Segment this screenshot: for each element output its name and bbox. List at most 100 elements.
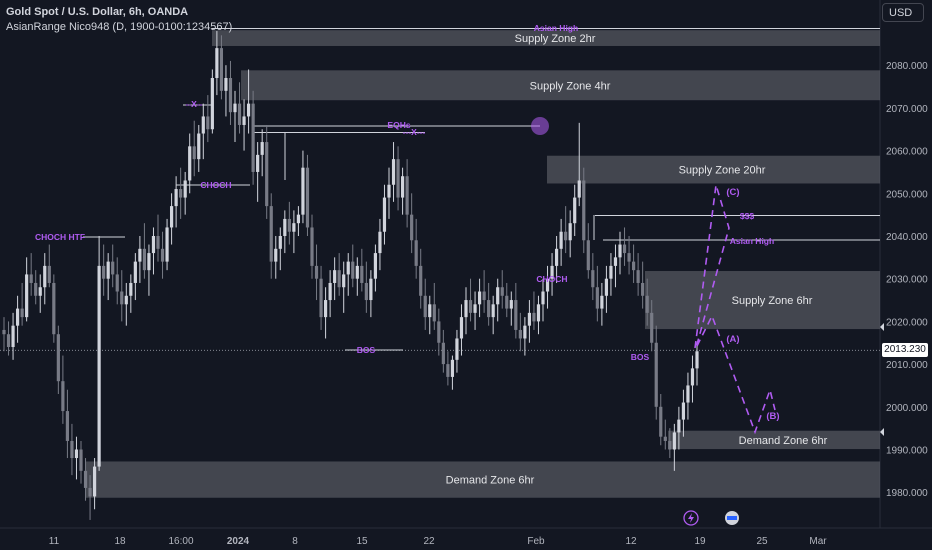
- candle-body: [124, 295, 128, 305]
- candle-body: [210, 78, 214, 130]
- y-tick-label: 2060.000: [886, 147, 928, 158]
- candle-body: [541, 291, 545, 305]
- y-tick-label: 2030.000: [886, 275, 928, 286]
- candle-body: [319, 278, 323, 318]
- candle-body: [536, 304, 541, 322]
- candle-body: [591, 270, 595, 288]
- candle-body: [97, 265, 101, 467]
- x-tick-label: 25: [756, 536, 768, 547]
- candle-body: [568, 223, 572, 241]
- candle-body: [70, 440, 74, 459]
- candle-body: [102, 265, 106, 279]
- zone-arrow-icon: [880, 323, 884, 331]
- candle-body: [405, 176, 409, 215]
- x-tick-label: 19: [694, 536, 706, 547]
- indicator-label[interactable]: AsianRange Nico948 (D, 1900-0100:1234567…: [6, 21, 233, 33]
- x-tick-label: 8: [292, 536, 298, 547]
- candle-body: [56, 334, 60, 382]
- candle-body: [333, 270, 337, 283]
- candle-body: [600, 295, 604, 309]
- candle-body: [20, 308, 24, 318]
- candle-body: [514, 300, 518, 330]
- candle-body: [34, 282, 38, 296]
- candle-body: [645, 295, 649, 313]
- candle-body: [382, 197, 387, 232]
- candle-body: [52, 282, 56, 335]
- candle-body: [179, 189, 183, 198]
- zone-box: [212, 30, 880, 46]
- zone-box: [241, 70, 880, 101]
- eqh-marker: [531, 117, 549, 135]
- candle-body: [622, 244, 627, 254]
- zone-label: Supply Zone 20hr: [679, 165, 766, 177]
- candle-body: [337, 270, 341, 288]
- candle-body: [641, 282, 645, 296]
- annotation-label: $$$: [740, 211, 754, 221]
- candle-body: [83, 470, 88, 488]
- annotation-label: (B): [766, 411, 779, 422]
- candle-body: [686, 385, 690, 403]
- candle-body: [188, 146, 192, 181]
- candle-body: [174, 189, 178, 207]
- candle-body: [396, 159, 400, 198]
- candle-body: [346, 261, 350, 275]
- candle-body: [604, 278, 609, 296]
- candle-body: [183, 180, 187, 198]
- annotation-label: (C): [726, 187, 739, 198]
- candle-body: [47, 265, 51, 283]
- y-tick-label: 1990.000: [886, 446, 928, 457]
- candle-body: [473, 304, 477, 313]
- candle-body: [228, 78, 233, 113]
- candle-body: [432, 304, 436, 322]
- candle-body: [482, 291, 486, 301]
- candle-body: [192, 146, 196, 160]
- candle-body: [111, 261, 115, 275]
- y-tick-label: 2010.000: [886, 360, 928, 371]
- candle-body: [115, 274, 119, 292]
- candle-body: [314, 265, 319, 279]
- zone-box: [668, 430, 880, 450]
- candle-body: [573, 197, 577, 224]
- candle-body: [378, 231, 382, 254]
- x-tick-label: 12: [625, 536, 637, 547]
- y-tick-label: 2000.000: [886, 403, 928, 414]
- candle-body: [138, 248, 142, 262]
- candle-body: [459, 317, 464, 339]
- candle-body: [142, 248, 147, 271]
- candle-body: [690, 368, 695, 386]
- candle-body: [224, 78, 228, 91]
- x-tick-label: 22: [423, 536, 435, 547]
- candle-body: [265, 142, 269, 207]
- candle-body: [169, 206, 174, 228]
- candle-body: [38, 287, 42, 296]
- currency-button[interactable]: USD: [882, 3, 924, 22]
- candle-body: [677, 419, 681, 433]
- annotation-label: EQHs: [387, 120, 410, 130]
- candle-body: [613, 257, 618, 266]
- candle-body: [133, 261, 137, 283]
- zone-box: [645, 271, 880, 330]
- candle-body: [505, 295, 509, 309]
- candle-body: [663, 436, 667, 441]
- y-tick-label: 2080.000: [886, 61, 928, 72]
- candle-body: [160, 248, 165, 262]
- candle-body: [532, 312, 536, 322]
- annotation-label: (A): [726, 334, 739, 345]
- candle-body: [441, 342, 445, 365]
- candle-body: [6, 334, 11, 348]
- candle-body: [2, 329, 6, 335]
- projection-path: [694, 184, 776, 435]
- candle-body: [523, 325, 527, 339]
- candle-body: [554, 248, 559, 266]
- candle-body: [151, 236, 156, 254]
- candle-body: [79, 449, 83, 471]
- candle-body: [455, 338, 459, 360]
- candle-body: [518, 329, 522, 339]
- candle-body: [88, 487, 92, 497]
- candle-body: [564, 231, 568, 241]
- candle-body: [668, 440, 672, 450]
- candle-body: [292, 223, 296, 232]
- candle-body: [355, 265, 359, 279]
- candle-body: [296, 214, 301, 224]
